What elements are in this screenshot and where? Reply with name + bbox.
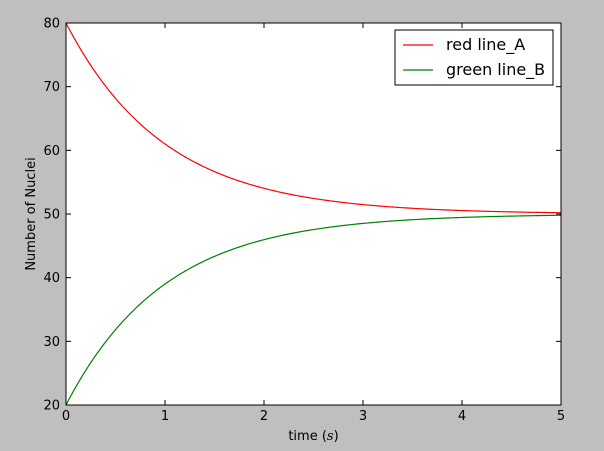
y-axis-label: Number of Nuclei — [24, 157, 39, 270]
x-axis-label: time (s) — [288, 429, 338, 444]
series-line-red-line-a — [65, 22, 562, 214]
series-line-green-line-b — [65, 214, 562, 406]
x-tick-label: 2 — [260, 409, 268, 424]
x-tick-label: 3 — [359, 409, 367, 424]
series-layer — [65, 22, 562, 406]
x-axis-unit: s — [327, 429, 334, 444]
tick-layer: 0 1 2 3 4 5 20 30 40 50 60 70 80 — [43, 17, 565, 425]
y-tick-label: 60 — [43, 144, 60, 159]
y-tick-label: 20 — [43, 399, 60, 414]
y-tick-label: 70 — [43, 80, 60, 95]
y-tick-label: 30 — [43, 335, 60, 350]
plot-frame — [65, 22, 562, 406]
x-tick-label: 5 — [557, 409, 565, 424]
y-tick-label: 50 — [43, 208, 60, 223]
y-tick-label: 80 — [43, 17, 60, 32]
y-tick-label: 40 — [43, 271, 60, 286]
x-tick-label: 0 — [62, 409, 70, 424]
x-tick-label: 1 — [161, 409, 169, 424]
legend-label-green-line-b: green line_B — [446, 60, 545, 80]
legend-label-red-line-a: red line_A — [446, 35, 525, 55]
legend: red line_A green line_B — [394, 29, 554, 86]
legend-box — [394, 29, 554, 86]
plot-area — [66, 23, 561, 405]
x-tick-label: 4 — [458, 409, 466, 424]
